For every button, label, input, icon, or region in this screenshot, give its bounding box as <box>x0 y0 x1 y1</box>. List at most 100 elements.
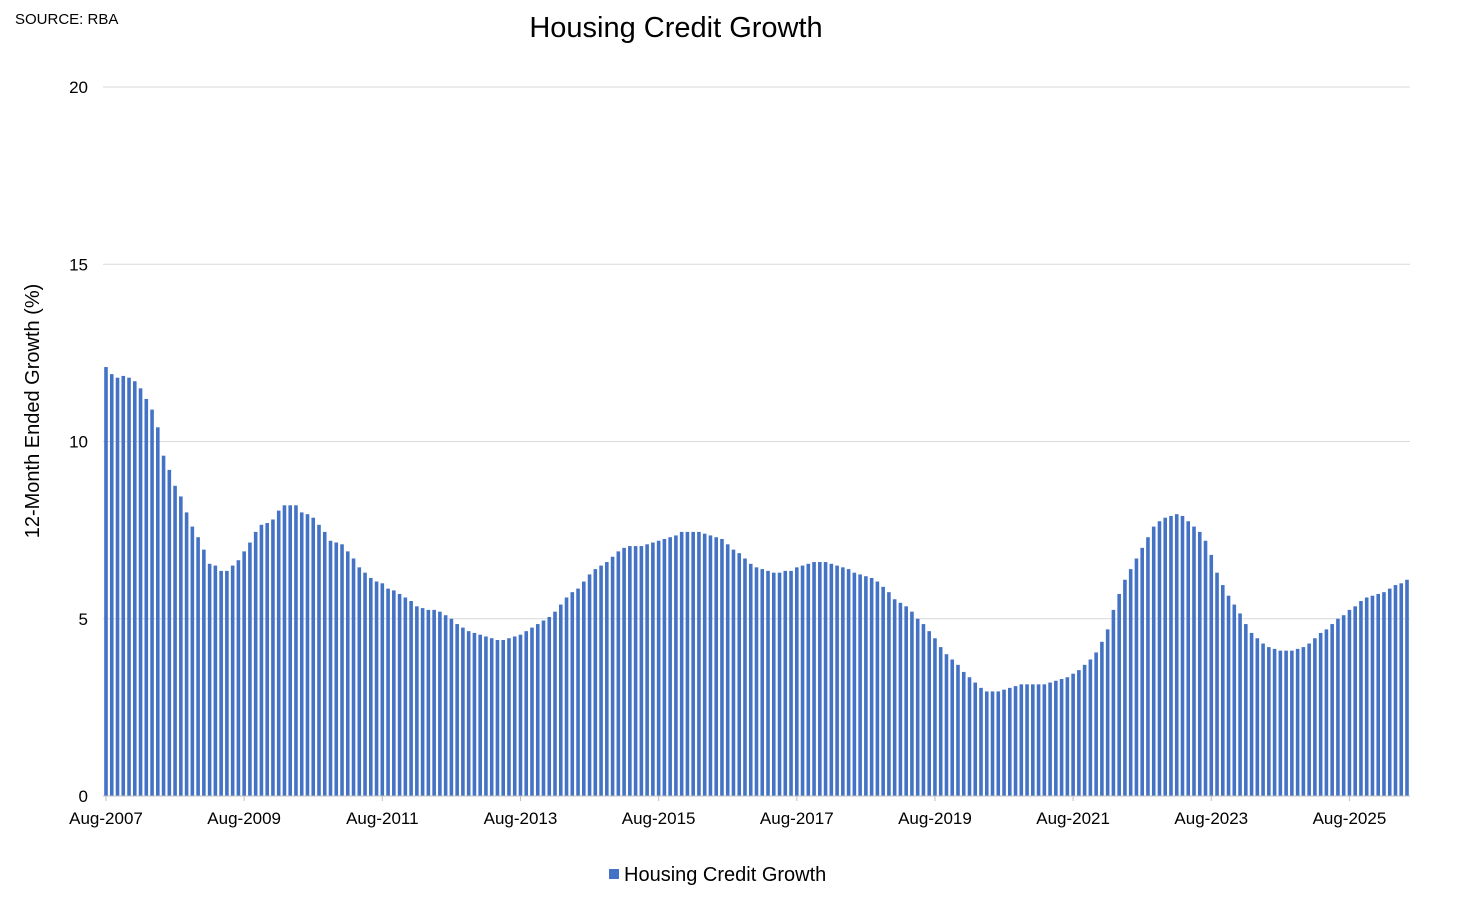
bar <box>610 556 615 796</box>
bar <box>1405 579 1409 796</box>
bar <box>1313 638 1317 796</box>
bar <box>282 505 287 796</box>
bar <box>1088 659 1093 796</box>
bar <box>979 687 983 796</box>
x-tick-label: Aug-2007 <box>69 809 143 828</box>
bar <box>184 512 189 796</box>
bar <box>1031 684 1035 796</box>
bar <box>1019 684 1024 796</box>
bar <box>288 505 293 796</box>
bar <box>835 565 839 796</box>
bar <box>1082 664 1087 796</box>
bar <box>1295 648 1300 796</box>
bar <box>1307 643 1311 796</box>
bar <box>1042 684 1047 796</box>
bar <box>915 618 920 796</box>
bar <box>518 634 523 796</box>
bar <box>1151 526 1156 796</box>
bar <box>1226 595 1231 796</box>
bar <box>996 691 1001 796</box>
bar <box>875 581 880 796</box>
bar <box>662 538 667 796</box>
bar <box>380 583 385 796</box>
bar <box>944 654 949 796</box>
bar <box>766 570 770 796</box>
bar <box>472 632 477 796</box>
bar <box>806 563 811 796</box>
bar <box>961 671 966 796</box>
bar <box>207 563 212 796</box>
bar <box>593 569 598 796</box>
bar <box>1007 687 1012 796</box>
bar <box>484 636 488 796</box>
bar <box>156 427 160 796</box>
bar <box>743 558 747 796</box>
bar <box>495 640 500 796</box>
bar <box>392 590 396 796</box>
bar <box>1399 583 1404 796</box>
bar <box>1054 680 1058 796</box>
x-tick-label: Aug-2011 <box>346 809 418 828</box>
bar <box>645 544 649 796</box>
bar <box>898 602 903 796</box>
bar <box>1336 618 1340 796</box>
bar <box>748 563 753 796</box>
bar <box>1192 526 1196 796</box>
bar <box>679 531 684 796</box>
bar <box>1278 650 1283 796</box>
bar <box>1209 554 1214 796</box>
y-tick-label: 20 <box>69 78 88 97</box>
bar <box>967 677 972 796</box>
bar <box>823 562 828 796</box>
bar <box>720 538 724 796</box>
bar <box>1284 650 1288 796</box>
bar <box>449 618 454 796</box>
bar <box>881 586 885 796</box>
bar <box>403 597 408 796</box>
bar <box>685 531 690 796</box>
bar <box>553 611 557 796</box>
bar <box>1393 585 1398 796</box>
bar <box>1244 624 1248 796</box>
bar <box>357 567 362 796</box>
bar <box>317 524 321 796</box>
bar <box>702 533 707 796</box>
bar <box>466 631 471 796</box>
bar <box>1025 684 1029 796</box>
bar <box>1002 689 1006 796</box>
bar <box>956 664 960 796</box>
bar <box>818 562 822 796</box>
bar <box>622 547 626 796</box>
bar <box>910 611 914 796</box>
bar <box>138 388 143 796</box>
bar <box>374 581 379 796</box>
bar <box>1318 632 1323 796</box>
bar <box>276 510 281 796</box>
bar <box>340 544 344 796</box>
x-tick-label: Aug-2015 <box>622 809 696 828</box>
bar <box>547 616 552 796</box>
bar <box>605 562 609 796</box>
bar <box>213 565 218 796</box>
bar <box>334 542 339 796</box>
bar <box>628 546 632 796</box>
bar <box>1059 679 1064 796</box>
bar <box>1232 604 1237 796</box>
bar <box>1111 609 1116 796</box>
x-tick-label: Aug-2021 <box>1036 809 1110 828</box>
bar <box>1117 593 1121 796</box>
bar <box>927 631 931 796</box>
y-tick-label: 15 <box>69 255 88 274</box>
bar <box>633 546 638 796</box>
bar <box>558 604 563 796</box>
bar <box>530 627 534 796</box>
x-tick-label: Aug-2017 <box>760 809 834 828</box>
y-tick-label: 0 <box>79 787 88 806</box>
bar <box>1186 521 1191 796</box>
bar <box>1169 515 1173 796</box>
bar <box>564 597 569 796</box>
bar <box>1220 585 1225 796</box>
bar <box>311 517 316 796</box>
bar <box>1272 648 1277 796</box>
bar <box>1134 558 1139 796</box>
